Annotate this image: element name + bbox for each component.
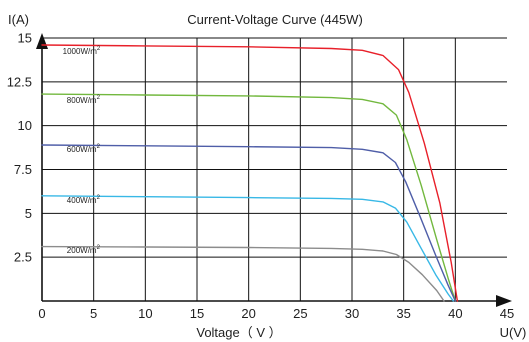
x-tick-label: 15 [190, 306, 204, 321]
x-tick-label: 10 [138, 306, 152, 321]
irradiance-label-2: 600W/m2 [67, 144, 101, 154]
series-line-2 [41, 144, 456, 302]
y-axis-label: I(A) [8, 12, 29, 27]
y-tick-label: 5 [25, 206, 32, 221]
x-tick-label: 0 [38, 306, 45, 321]
x-tick-label: 20 [241, 306, 255, 321]
series-line-1 [41, 93, 456, 302]
y-tick-label: 15 [18, 31, 32, 46]
labels-layer: 0 5 10 15 20 25 30 35 40 45 2.5 5 7.5 10 12.5 15 1000W/m… [7, 31, 515, 322]
x-tick-label: 45 [500, 306, 514, 321]
series-line-3 [41, 195, 454, 302]
x-tick-label: 5 [90, 306, 97, 321]
irradiance-label-1: 800W/m2 [67, 95, 101, 105]
x-tick-label: 35 [396, 306, 410, 321]
grid-layer [42, 37, 507, 301]
y-tick-label: 7.5 [14, 162, 32, 177]
series-line-0 [41, 44, 459, 302]
x-axis-unit-label: U(V) [500, 325, 527, 340]
series-line-4 [41, 245, 445, 302]
irradiance-label-4: 200W/m2 [67, 245, 101, 255]
series-layer [41, 44, 459, 302]
x-tick-label: 30 [345, 306, 359, 321]
x-tick-label: 25 [293, 306, 307, 321]
irradiance-label-3: 400W/m2 [67, 195, 101, 205]
x-tick-label: 40 [448, 306, 462, 321]
irradiance-label-0: 1000W/m2 [63, 46, 101, 56]
x-axis-label: Voltage（ V ） [196, 325, 281, 340]
y-tick-label: 2.5 [14, 250, 32, 265]
y-tick-label: 10 [18, 118, 32, 133]
x-axis-arrow-icon [496, 295, 512, 307]
chart-title: Current-Voltage Curve (445W) [187, 12, 363, 27]
y-axis-arrow-icon [36, 33, 48, 49]
y-tick-label: 12.5 [7, 74, 32, 89]
